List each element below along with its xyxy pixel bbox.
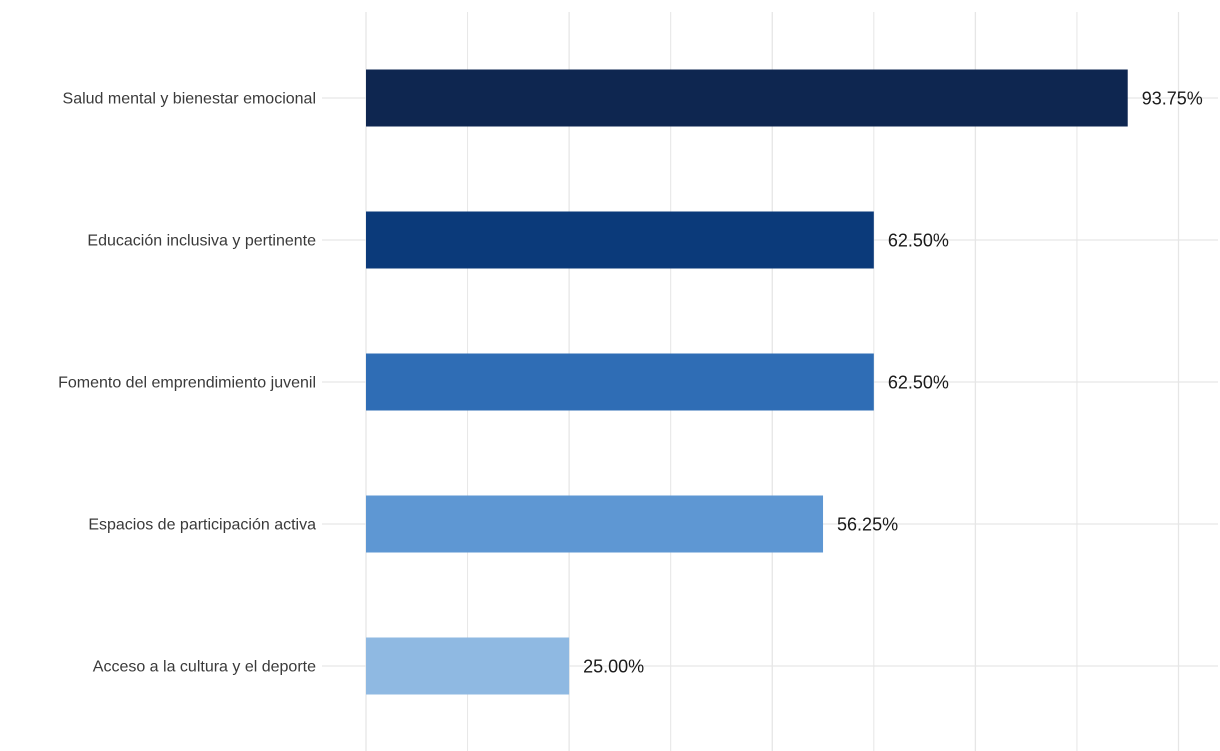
labels: Salud mental y bienestar emocional 93.75%… [58, 89, 1203, 677]
bars [366, 69, 1128, 695]
value-label: 62.50% [888, 373, 949, 393]
bar [366, 495, 824, 553]
bar [366, 353, 874, 411]
category-label: Fomento del emprendimiento juvenil [58, 375, 316, 392]
bar [366, 69, 1128, 127]
bar [366, 637, 570, 695]
category-label: Espacios de participación activa [88, 517, 316, 534]
category-label: Salud mental y bienestar emocional [63, 91, 316, 108]
bar [366, 211, 874, 269]
category-label: Acceso a la cultura y el deporte [93, 659, 316, 676]
value-label: 56.25% [837, 515, 898, 535]
value-label: 93.75% [1142, 89, 1203, 109]
category-label: Educación inclusiva y pertinente [87, 233, 316, 250]
value-label: 25.00% [583, 657, 644, 677]
value-label: 62.50% [888, 231, 949, 251]
